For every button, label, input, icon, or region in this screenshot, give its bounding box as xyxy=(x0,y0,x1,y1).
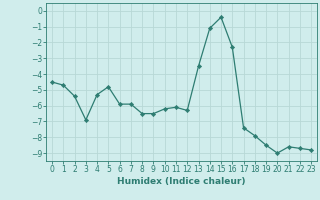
X-axis label: Humidex (Indice chaleur): Humidex (Indice chaleur) xyxy=(117,177,246,186)
